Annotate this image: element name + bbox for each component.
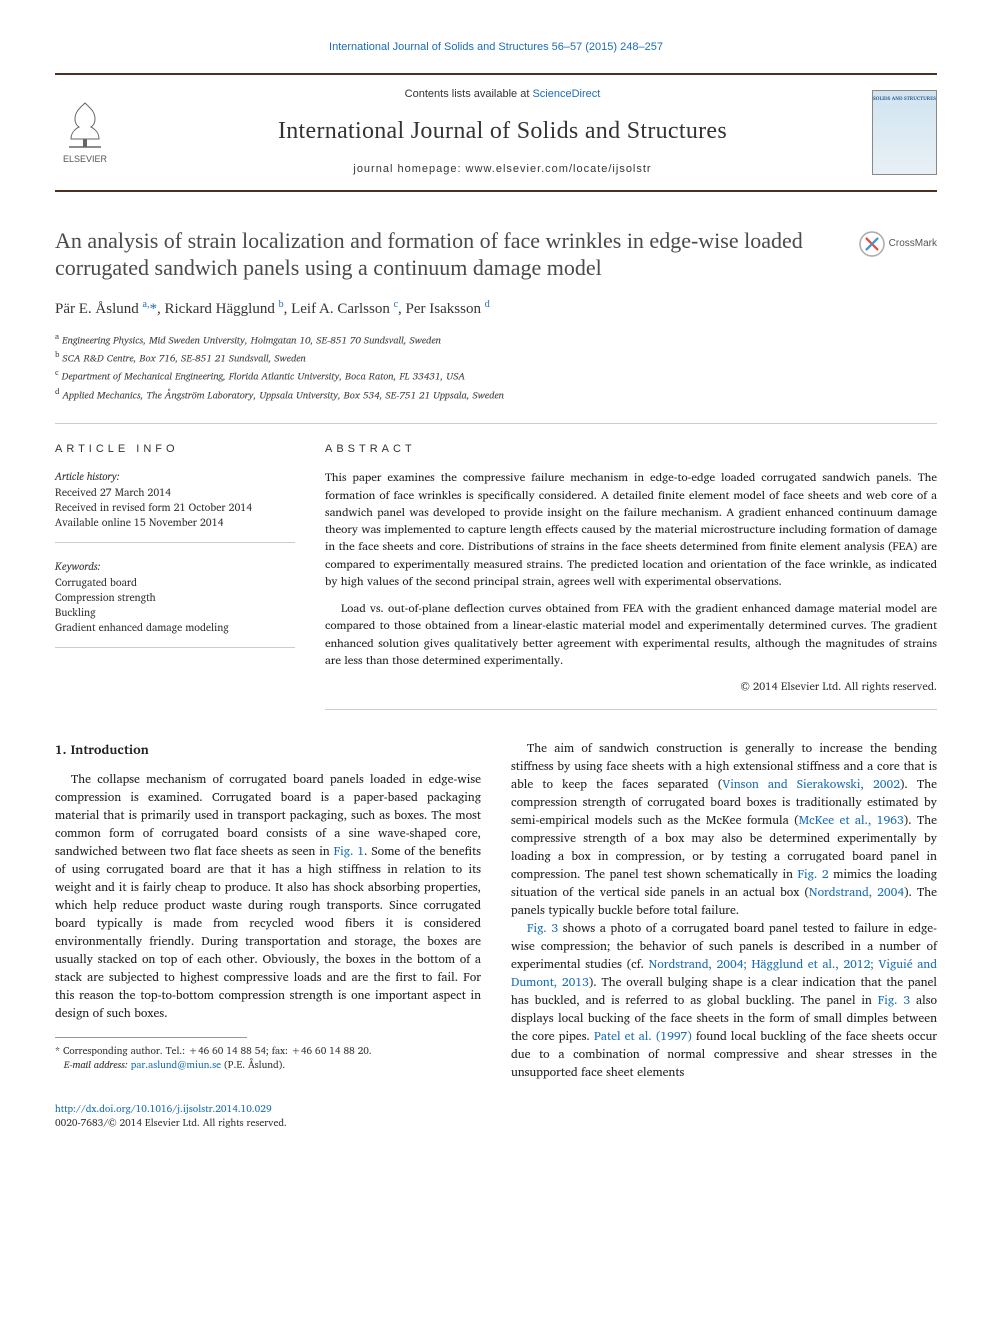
- article-citation-link[interactable]: International Journal of Solids and Stru…: [55, 40, 937, 55]
- figure-reference[interactable]: Fig. 2: [798, 865, 829, 884]
- citation-link[interactable]: Nordstrand, 2004: [809, 883, 904, 902]
- contents-available-line: Contents lists available at ScienceDirec…: [133, 87, 872, 102]
- body-column-left: 1. Introduction The collapse mechanism o…: [55, 740, 481, 1082]
- journal-masthead: ELSEVIER Contents lists available at Sci…: [55, 73, 937, 191]
- abstract-paragraph: This paper examines the compressive fail…: [325, 469, 937, 590]
- abstract-label: ABSTRACT: [325, 442, 937, 457]
- figure-reference[interactable]: Fig. 1: [334, 842, 364, 861]
- crossmark-icon: [859, 231, 885, 257]
- citation-link[interactable]: Vinson and Sierakowski, 2002: [722, 775, 900, 794]
- journal-title: International Journal of Solids and Stru…: [133, 115, 872, 149]
- copyright-line: © 2014 Elsevier Ltd. All rights reserved…: [325, 679, 937, 709]
- body-paragraph: The aim of sandwich construction is gene…: [511, 740, 937, 920]
- article-info-column: ARTICLE INFO Article history: Received 2…: [55, 442, 325, 710]
- abstract-column: ABSTRACT This paper examines the compres…: [325, 442, 937, 710]
- section-heading: 1. Introduction: [55, 740, 481, 760]
- figure-reference[interactable]: Fig. 3: [878, 991, 910, 1010]
- body-paragraph: Fig. 3 shows a photo of a corrugated boa…: [511, 920, 937, 1082]
- doi-link[interactable]: http://dx.doi.org/10.1016/j.ijsolstr.201…: [55, 1102, 937, 1116]
- crossmark-badge[interactable]: CrossMark: [859, 231, 937, 257]
- publisher-name: ELSEVIER: [63, 153, 107, 166]
- abstract-paragraph: Load vs. out-of-plane deflection curves …: [325, 600, 937, 669]
- affiliation-list: a Engineering Physics, Mid Sweden Univer…: [55, 330, 937, 403]
- citation-link[interactable]: Patel et al. (1997): [594, 1027, 692, 1046]
- journal-homepage-link[interactable]: journal homepage: www.elsevier.com/locat…: [133, 162, 872, 177]
- corresponding-author-note: * Corresponding author. Tel.: +46 60 14 …: [55, 1044, 481, 1072]
- body-column-right: The aim of sandwich construction is gene…: [511, 740, 937, 1082]
- author-email-link[interactable]: par.aslund@miun.se: [131, 1057, 221, 1073]
- sciencedirect-link[interactable]: ScienceDirect: [532, 88, 600, 100]
- issn-copyright: 0020-7683/© 2014 Elsevier Ltd. All right…: [55, 1116, 937, 1130]
- article-info-label: ARTICLE INFO: [55, 442, 295, 457]
- journal-cover-thumbnail: SOLIDS AND STRUCTURES: [872, 90, 937, 175]
- author-list: Pär E. Åslund a,*, Rickard Hägglund b, L…: [55, 298, 937, 320]
- keywords-block: Keywords: Corrugated board Compression s…: [55, 559, 295, 648]
- citation-link[interactable]: McKee et al., 1963: [799, 811, 904, 830]
- elsevier-tree-icon: [61, 99, 109, 151]
- figure-reference[interactable]: Fig. 3: [527, 919, 558, 938]
- article-history: Article history: Received 27 March 2014 …: [55, 469, 295, 543]
- body-paragraph: The collapse mechanism of corrugated boa…: [55, 771, 481, 1023]
- article-title: An analysis of strain localization and f…: [55, 227, 937, 282]
- publisher-logo-block: ELSEVIER: [55, 99, 115, 166]
